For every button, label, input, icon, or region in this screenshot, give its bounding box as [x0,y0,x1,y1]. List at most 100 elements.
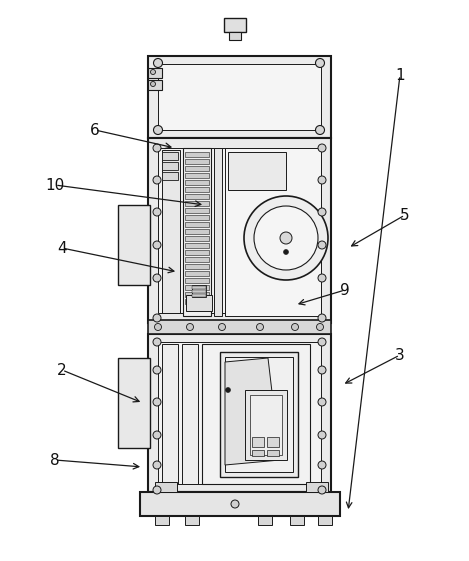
Bar [185,180,209,185]
Bar [267,450,279,456]
Circle shape [318,208,326,216]
Bar [252,437,264,447]
Circle shape [318,338,326,346]
Circle shape [154,324,161,330]
Bar [225,357,293,472]
Text: 9: 9 [340,283,350,297]
Circle shape [153,274,161,282]
Circle shape [257,324,264,330]
Circle shape [153,431,161,439]
Bar [225,148,321,316]
Polygon shape [225,358,280,465]
Circle shape [318,314,326,322]
Bar [228,152,286,190]
Text: 5: 5 [400,208,410,223]
Circle shape [187,324,194,330]
Bar [185,229,209,234]
Bar [148,334,331,492]
Bar [148,56,331,138]
Circle shape [318,398,326,406]
Bar [140,492,340,516]
Circle shape [153,58,162,67]
Circle shape [153,176,161,184]
Circle shape [153,144,161,152]
Bar [185,299,209,304]
Bar [148,80,162,90]
Bar [185,236,209,241]
Bar [252,450,264,456]
Bar [185,159,209,164]
Bar [185,243,209,248]
Bar [158,148,321,313]
Bar [224,18,246,32]
Bar [229,32,241,40]
Circle shape [244,196,328,280]
Bar [155,482,177,492]
Text: 1: 1 [395,67,405,82]
Circle shape [153,398,161,406]
Bar [162,150,180,313]
Circle shape [292,324,298,330]
Bar [185,278,209,283]
Bar [162,152,178,160]
Bar [250,395,282,455]
Text: 6: 6 [90,122,100,137]
Text: 2: 2 [57,362,67,378]
Bar [158,342,321,484]
Text: 8: 8 [50,453,60,467]
Bar [162,172,178,180]
Circle shape [231,500,239,508]
Circle shape [219,324,226,330]
Bar [290,516,304,525]
Circle shape [226,388,230,393]
Circle shape [153,126,162,135]
Bar [148,138,331,323]
Bar [185,201,209,206]
Bar [186,295,212,311]
Circle shape [153,461,161,469]
Bar [185,187,209,192]
Bar [192,286,206,289]
Circle shape [153,338,161,346]
Circle shape [318,241,326,249]
Circle shape [151,70,156,75]
Text: 3: 3 [395,347,405,362]
Bar [245,390,287,460]
Bar [185,194,209,199]
Bar [185,516,199,525]
Bar [185,285,209,290]
Bar [185,166,209,171]
Circle shape [318,461,326,469]
Bar [182,344,198,484]
Bar [185,250,209,255]
Circle shape [151,81,156,86]
Circle shape [316,126,325,135]
Circle shape [318,366,326,374]
Circle shape [317,324,324,330]
Bar [185,215,209,220]
Bar [185,173,209,178]
Bar [306,482,328,492]
Bar [185,208,209,213]
Bar [202,344,310,484]
Bar [148,68,162,78]
Bar [185,222,209,227]
Bar [192,294,206,297]
Bar [118,358,150,448]
Bar [148,320,331,334]
Bar [162,344,178,484]
Text: 10: 10 [45,177,65,192]
Bar [185,257,209,262]
Bar [183,148,211,316]
Circle shape [318,431,326,439]
Bar [185,292,209,297]
Circle shape [318,176,326,184]
Bar [214,148,222,316]
Bar [185,152,209,157]
Bar [192,290,206,293]
Circle shape [254,206,318,270]
Text: 4: 4 [57,241,67,255]
Bar [220,352,298,477]
Bar [162,162,178,170]
Circle shape [283,250,288,255]
